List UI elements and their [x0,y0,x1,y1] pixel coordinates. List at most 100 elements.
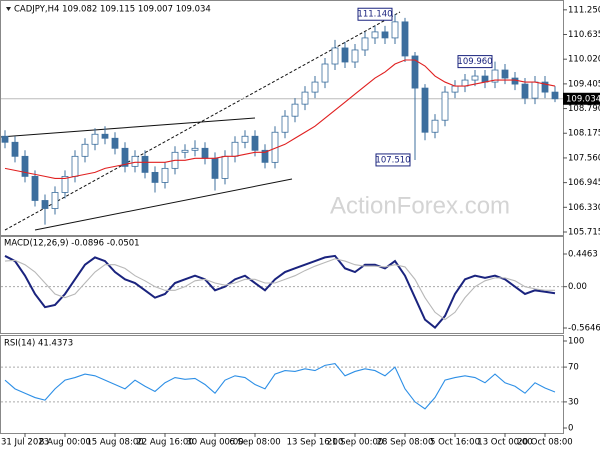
candle-body [1,135,9,143]
x-tick-label: 5 Oct 16:00 [430,438,480,448]
watermark: ActionForex.com [330,192,510,219]
y-tick-label: 111.250 [568,5,600,15]
candle-body [511,77,519,85]
candle-body [91,133,99,145]
annotation-box [357,7,393,21]
candle-body [311,81,319,93]
candle-body [351,49,359,63]
panel-frame [0,0,564,236]
macd-title: MACD(12,26,9) -0.0896 -0.0501 [4,239,140,249]
candle-body [281,115,289,133]
candle-body [401,21,409,57]
rsi-title: RSI(14) 41.4373 [4,339,73,349]
x-tick-label: 20 Oct 08:00 [517,438,572,448]
y-tick-label: -0.5646 [568,324,600,334]
y-tick-label: 100 [568,337,584,347]
y-tick-label: 110.020 [568,55,600,65]
candle-body [491,69,499,83]
candle-body [341,47,349,63]
annotation-label: 107.510 [375,155,410,165]
menu-icon [6,7,11,11]
panel-frame [0,335,564,434]
y-tick-label: 105.715 [568,227,600,237]
candle-body [121,147,129,167]
candle-body [301,91,309,105]
y-tick-label: 0.00 [568,282,587,292]
y-tick-label: 30 [568,397,579,407]
x-tick-label: 13 Sep 16:00 [287,438,344,448]
candle-body [331,47,339,65]
candle-body [211,157,219,179]
y-tick-label: 0 [568,424,573,434]
candle-body [531,81,539,99]
x-tick-label: 6 Sep 08:00 [229,438,280,448]
candle-body [51,192,59,209]
candle-body [31,175,39,201]
candle-body [21,155,29,177]
x-tick-label: 31 Jul 2023 [1,438,49,448]
candle-body [381,31,389,39]
line-series [4,254,556,330]
line-series [4,363,556,410]
candle-body [41,200,49,209]
candle-body [181,149,189,153]
candle-body [551,91,559,100]
candle-body [241,135,249,143]
candle-body [501,69,509,79]
channel-line [34,178,293,231]
chart-title: CADJPY,H4 109.082 109.115 109.007 109.03… [14,5,211,15]
annotation-box [457,55,493,69]
line-series [4,59,556,179]
candle-body [101,133,109,139]
candle-body [431,119,439,133]
candle-body [141,155,149,173]
y-tick-label: 108.175 [568,129,600,139]
candle-body [191,147,199,151]
candle-body [131,155,139,167]
candle-body [321,63,329,83]
channel-line [0,117,256,138]
candle-body [11,141,19,157]
candle-body [81,143,89,157]
candle-body [201,147,209,159]
candle-body [451,85,459,93]
line-series [4,258,556,321]
candle-body [221,155,229,179]
candle-body [291,103,299,117]
annotation-label: 111.140 [357,10,392,20]
candle-body [231,141,239,157]
candle-body [151,171,159,183]
candle-body [471,75,479,81]
y-tick-label: 107.560 [568,153,600,163]
candle-body [61,175,69,193]
candle-body [521,83,529,99]
annotation-box [375,153,411,167]
y-tick-label: 0.4463 [568,250,598,260]
x-tick-label: 28 Sep 08:00 [377,438,434,448]
candle-body [251,135,259,151]
candle-body [111,137,119,149]
y-tick-label: 109.405 [568,79,600,89]
y-tick-label: 108.790 [568,104,600,114]
annotation-label: 109.960 [457,57,492,67]
y-tick-label: 106.330 [568,203,600,213]
y-tick-label: 70 [568,363,579,373]
x-tick-label: 13 Oct 00:00 [477,438,532,448]
candle-body [441,91,449,121]
candle-body [71,155,79,177]
x-tick-label: 30 Aug 00:00 [186,438,243,448]
y-tick-label: 106.945 [568,178,600,188]
last-price-box [563,92,600,105]
x-tick-label: 22 Aug 16:00 [136,438,193,448]
candle-body [421,87,429,133]
panel-frame [0,236,564,334]
x-tick-label: 8 Aug 00:00 [39,438,91,448]
last-price-label: 109.034 [566,94,600,104]
candle-body [371,31,379,39]
candle-body [541,81,549,93]
candle-body [161,167,169,183]
x-tick-label: 15 Aug 08:00 [86,438,143,448]
